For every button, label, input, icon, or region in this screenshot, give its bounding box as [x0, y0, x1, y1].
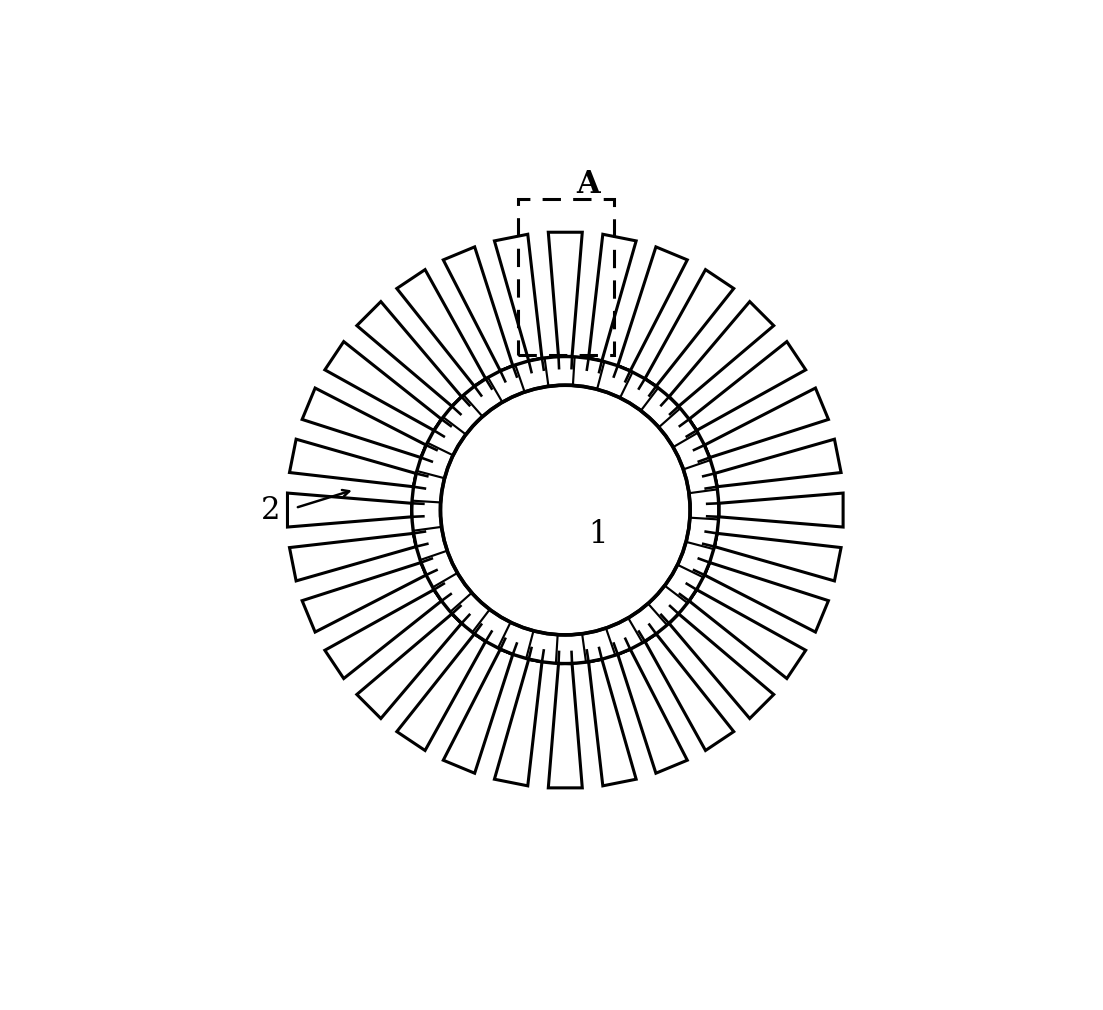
Polygon shape: [302, 388, 426, 458]
Polygon shape: [548, 232, 582, 357]
Polygon shape: [443, 649, 513, 774]
Polygon shape: [494, 660, 542, 786]
Polygon shape: [289, 533, 416, 581]
Polygon shape: [397, 270, 485, 386]
Polygon shape: [589, 660, 636, 786]
Polygon shape: [494, 234, 542, 361]
Circle shape: [411, 357, 719, 664]
Circle shape: [440, 385, 690, 635]
Polygon shape: [325, 590, 441, 679]
Polygon shape: [705, 563, 828, 632]
Polygon shape: [715, 533, 842, 581]
Polygon shape: [668, 614, 773, 718]
Polygon shape: [705, 388, 828, 458]
Polygon shape: [719, 493, 843, 527]
Text: 2: 2: [260, 495, 280, 525]
Polygon shape: [689, 341, 805, 430]
Polygon shape: [618, 246, 687, 371]
Polygon shape: [548, 664, 582, 788]
Polygon shape: [589, 234, 636, 361]
Polygon shape: [443, 246, 513, 371]
Polygon shape: [645, 270, 733, 386]
Text: A: A: [576, 169, 600, 200]
Polygon shape: [357, 614, 462, 718]
Polygon shape: [668, 302, 773, 406]
Polygon shape: [357, 302, 462, 406]
Polygon shape: [302, 563, 426, 632]
Polygon shape: [288, 493, 411, 527]
Polygon shape: [645, 634, 733, 750]
Polygon shape: [325, 341, 441, 430]
Text: 1: 1: [588, 519, 608, 550]
Polygon shape: [618, 649, 687, 774]
Polygon shape: [689, 590, 805, 679]
Polygon shape: [715, 439, 842, 487]
Polygon shape: [289, 439, 416, 487]
Polygon shape: [397, 634, 485, 750]
